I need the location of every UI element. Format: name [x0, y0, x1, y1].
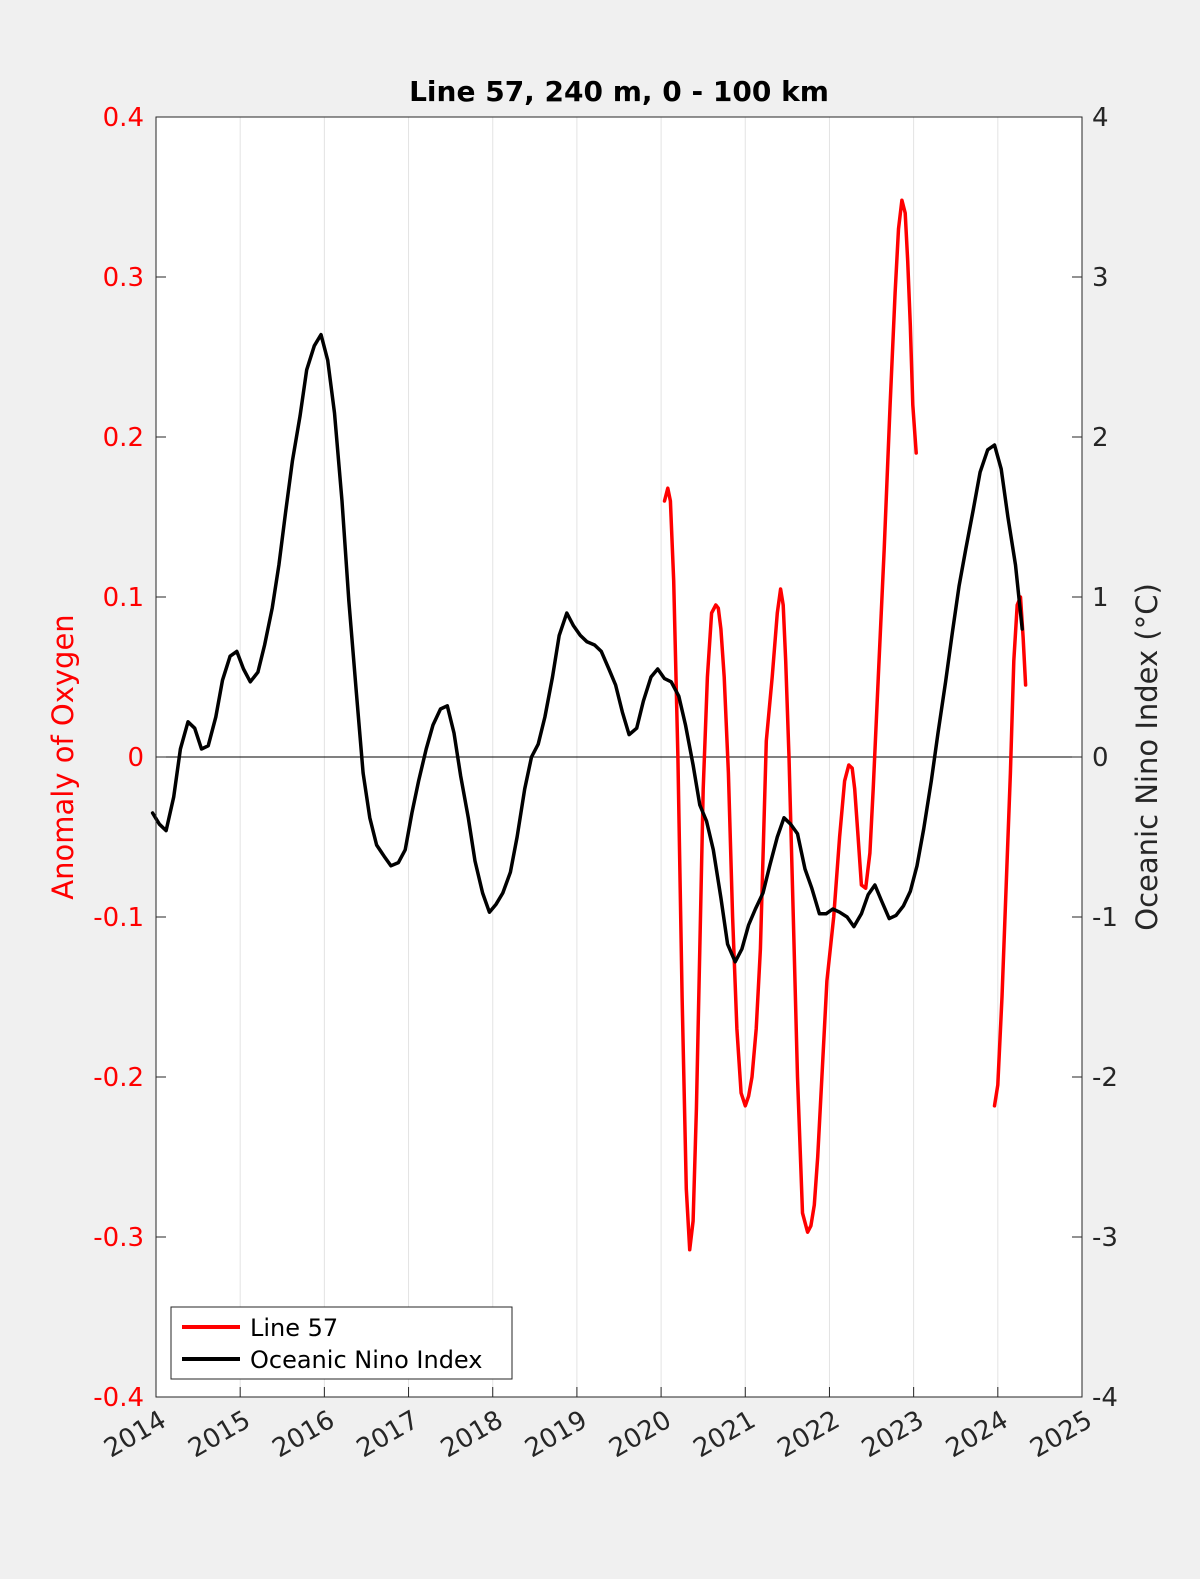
- x-tick-label: 2015: [183, 1405, 255, 1464]
- x-tick-label: 2024: [941, 1405, 1013, 1464]
- y-right-tick-label: 0: [1092, 743, 1109, 773]
- chart-title: Line 57, 240 m, 0 - 100 km: [409, 75, 829, 108]
- x-tick-label: 2016: [268, 1405, 340, 1464]
- y-left-tick-label: 0.3: [103, 263, 144, 293]
- y-axis-right-label: Oceanic Nino Index (°C): [1130, 583, 1164, 931]
- y-right-tick-label: -3: [1092, 1223, 1118, 1253]
- series-layer: [150, 198, 1028, 1252]
- y-right-tick-label: 4: [1092, 103, 1109, 133]
- y-left-tick-label: -0.1: [93, 903, 144, 933]
- y-right-tick-label: 3: [1092, 263, 1109, 293]
- y-axis-left-label: Anomaly of Oxygen: [46, 614, 80, 899]
- legend: Line 57 Oceanic Nino Index: [170, 1306, 513, 1380]
- y-left-tick-label: 0: [127, 743, 144, 773]
- legend-box: [170, 1306, 513, 1380]
- y-left-tick-labels: -0.4 -0.3 -0.2 -0.1 0 0.1 0.2 0.3 0.4: [93, 103, 144, 1413]
- x-tick-label: 2021: [688, 1405, 760, 1464]
- x-tick-label: 2022: [773, 1405, 845, 1464]
- y-left-tick-label: 0.1: [103, 583, 144, 613]
- y-left-tick-label: -0.4: [93, 1383, 144, 1413]
- x-tick-label: 2017: [352, 1405, 424, 1464]
- y-right-tick-label: 1: [1092, 583, 1109, 613]
- y-right-tick-label: -4: [1092, 1383, 1118, 1413]
- x-tick-labels: 2014 2015 2016 2017 2018 2019 2020 2021 2022 2023…: [99, 1405, 1097, 1464]
- y-left-tick-label: 0.2: [103, 423, 144, 453]
- y-left-tick-label: -0.2: [93, 1063, 144, 1093]
- legend-line-57-label: Line 57: [250, 1314, 338, 1342]
- y-right-tick-label: 2: [1092, 423, 1109, 453]
- y-right-tick-label: -2: [1092, 1063, 1118, 1093]
- x-tick-label: 2014: [99, 1405, 171, 1464]
- x-tick-label: 2025: [1025, 1405, 1097, 1464]
- series-oceanic-nino-index-line: [150, 332, 1024, 964]
- y-right-tick-label: -1: [1092, 903, 1118, 933]
- legend-oni-label: Oceanic Nino Index: [250, 1346, 482, 1374]
- y-left-tick-label: 0.4: [103, 103, 144, 133]
- series-line-57-segment-0: [662, 198, 918, 1252]
- x-tick-label: 2020: [604, 1405, 676, 1464]
- x-tick-label: 2023: [857, 1405, 929, 1464]
- axis-ticks: [155, 116, 1083, 1398]
- y-left-tick-label: -0.3: [93, 1223, 144, 1253]
- y-right-tick-labels: -4 -3 -2 -1 0 1 2 3 4: [1092, 103, 1118, 1413]
- x-tick-label: 2019: [520, 1405, 592, 1464]
- x-tick-label: 2018: [436, 1405, 508, 1464]
